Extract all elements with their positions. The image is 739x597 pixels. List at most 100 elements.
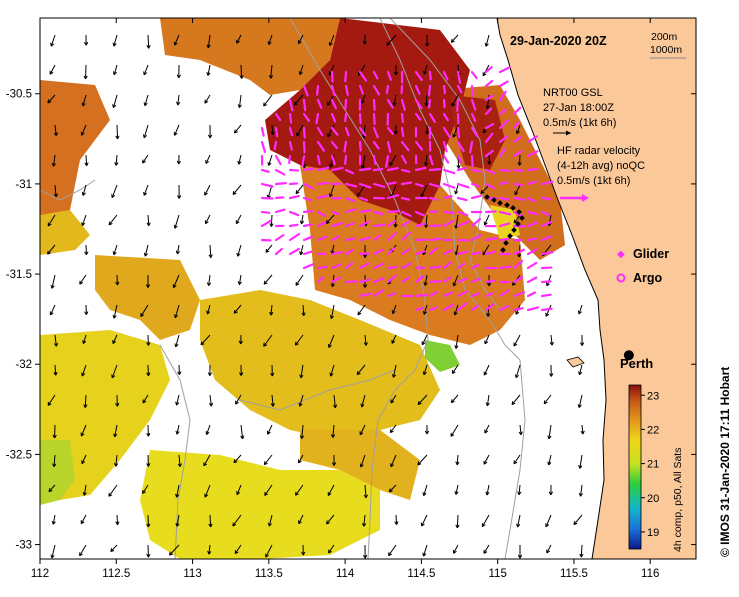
radar-arrow — [290, 225, 297, 226]
radar-arrow — [429, 100, 430, 108]
radar-arrow — [289, 156, 290, 163]
radar-arrow — [304, 169, 314, 170]
radar-arrow — [374, 114, 375, 124]
radar-arrow — [344, 142, 346, 152]
radar-arrow — [388, 211, 399, 212]
radar-arrow — [458, 128, 459, 137]
radar-arrow — [429, 86, 430, 95]
y-tick-label: -30.5 — [6, 89, 32, 101]
radar-arrow — [262, 212, 269, 213]
radar-arrow — [514, 184, 522, 185]
radar-arrow — [346, 281, 356, 282]
radar-arrow — [360, 114, 361, 123]
y-tick-label: -31 — [15, 179, 32, 191]
radar-arrow — [276, 128, 277, 136]
perth-label: Perth — [620, 356, 653, 371]
radar-arrow — [387, 86, 388, 93]
radar-arrow — [472, 156, 473, 166]
radar-arrow — [317, 86, 318, 95]
radar-arrow — [542, 281, 551, 282]
x-tick-label: 114 — [336, 568, 355, 580]
radar-arrow — [416, 295, 427, 296]
radar-arrow — [430, 267, 441, 268]
radar-arrow — [528, 169, 537, 170]
y-tick-label: -32.5 — [6, 449, 32, 461]
radar-arrow — [360, 253, 369, 254]
hf-legend-line-1: HF radar velocity — [557, 145, 641, 157]
radar-arrow — [316, 114, 318, 123]
radar-arrow — [472, 253, 480, 254]
radar-arrow — [290, 183, 297, 184]
radar-arrow — [486, 281, 494, 282]
radar-arrow — [430, 169, 440, 170]
colorbar-label: 4h comp, p50, All Sats — [672, 448, 684, 552]
nrt-legend-line-1: NRT00 GSL — [543, 87, 603, 99]
radar-arrow — [275, 142, 276, 149]
radar-arrow — [542, 252, 552, 254]
radar-arrow — [345, 156, 346, 164]
y-tick-label: -33 — [15, 540, 32, 552]
nrt-legend-line-3: 0.5m/s (1kt 6h) — [543, 117, 616, 129]
radar-arrow — [500, 170, 510, 171]
radar-arrow — [345, 72, 346, 81]
y-tick-label: -32 — [15, 359, 32, 371]
radar-arrow — [388, 183, 396, 184]
map-plot-area — [40, 18, 696, 559]
radar-arrow — [276, 183, 286, 184]
radar-arrow — [500, 267, 510, 268]
argo-legend-label: Argo — [633, 271, 663, 285]
radar-arrow — [290, 114, 291, 123]
nrt-legend-line-2: 27-Jan 18:00Z — [543, 102, 614, 114]
radar-arrow — [486, 211, 496, 212]
isobath-label-1000m: 1000m — [650, 44, 682, 56]
x-tick-label: 112 — [31, 568, 49, 580]
radar-arrow — [374, 225, 385, 226]
glider-legend-label: Glider — [633, 247, 669, 261]
radar-arrow — [332, 72, 333, 81]
radar-arrow — [388, 267, 397, 268]
radar-arrow — [302, 156, 304, 166]
radar-arrow — [430, 239, 440, 240]
x-tick-label: 115 — [489, 568, 507, 580]
radar-arrow — [276, 197, 283, 198]
radar-arrow — [500, 239, 508, 240]
radar-arrow — [318, 267, 327, 268]
x-tick-label: 114.5 — [407, 568, 435, 580]
colorbar-ramp — [629, 385, 641, 549]
radar-arrow — [542, 309, 552, 310]
radar-arrow — [444, 86, 445, 93]
radar-arrow — [345, 114, 346, 121]
radar-arrow — [304, 128, 305, 137]
radar-arrow — [444, 100, 445, 107]
colorbar-tick-label: 21 — [647, 459, 659, 471]
y-tick-label: -31.5 — [6, 269, 32, 281]
x-tick-label: 112.5 — [102, 568, 130, 580]
radar-arrow — [374, 100, 375, 110]
credit-text: © IMOS 31-Jan-2020 17:11 Hobart — [718, 367, 732, 557]
colorbar-tick-label: 23 — [647, 390, 659, 402]
radar-arrow — [472, 86, 473, 96]
radar-arrow — [430, 211, 437, 212]
radar-arrow — [416, 267, 424, 268]
colorbar-tick-label: 20 — [647, 493, 659, 505]
radar-arrow — [360, 142, 361, 151]
isobath-label-200m: 200m — [651, 31, 678, 43]
radar-arrow — [290, 170, 298, 171]
radar-arrow — [304, 211, 312, 212]
radar-arrow — [457, 100, 458, 111]
radar-arrow — [345, 100, 346, 109]
x-tick-label: 113 — [183, 568, 201, 580]
radar-arrow — [402, 114, 403, 122]
radar-arrow — [360, 169, 370, 170]
x-tick-label: 113.5 — [255, 568, 283, 580]
radar-arrow — [304, 142, 305, 152]
hf-legend-line-2: (4-12h avg) noQC — [557, 160, 645, 172]
date-label: 29-Jan-2020 20Z — [510, 34, 607, 48]
radar-arrow — [430, 281, 440, 282]
radar-arrow — [430, 72, 431, 79]
radar-arrow — [402, 183, 411, 184]
radar-arrow — [542, 295, 551, 296]
radar-arrow — [542, 198, 550, 199]
